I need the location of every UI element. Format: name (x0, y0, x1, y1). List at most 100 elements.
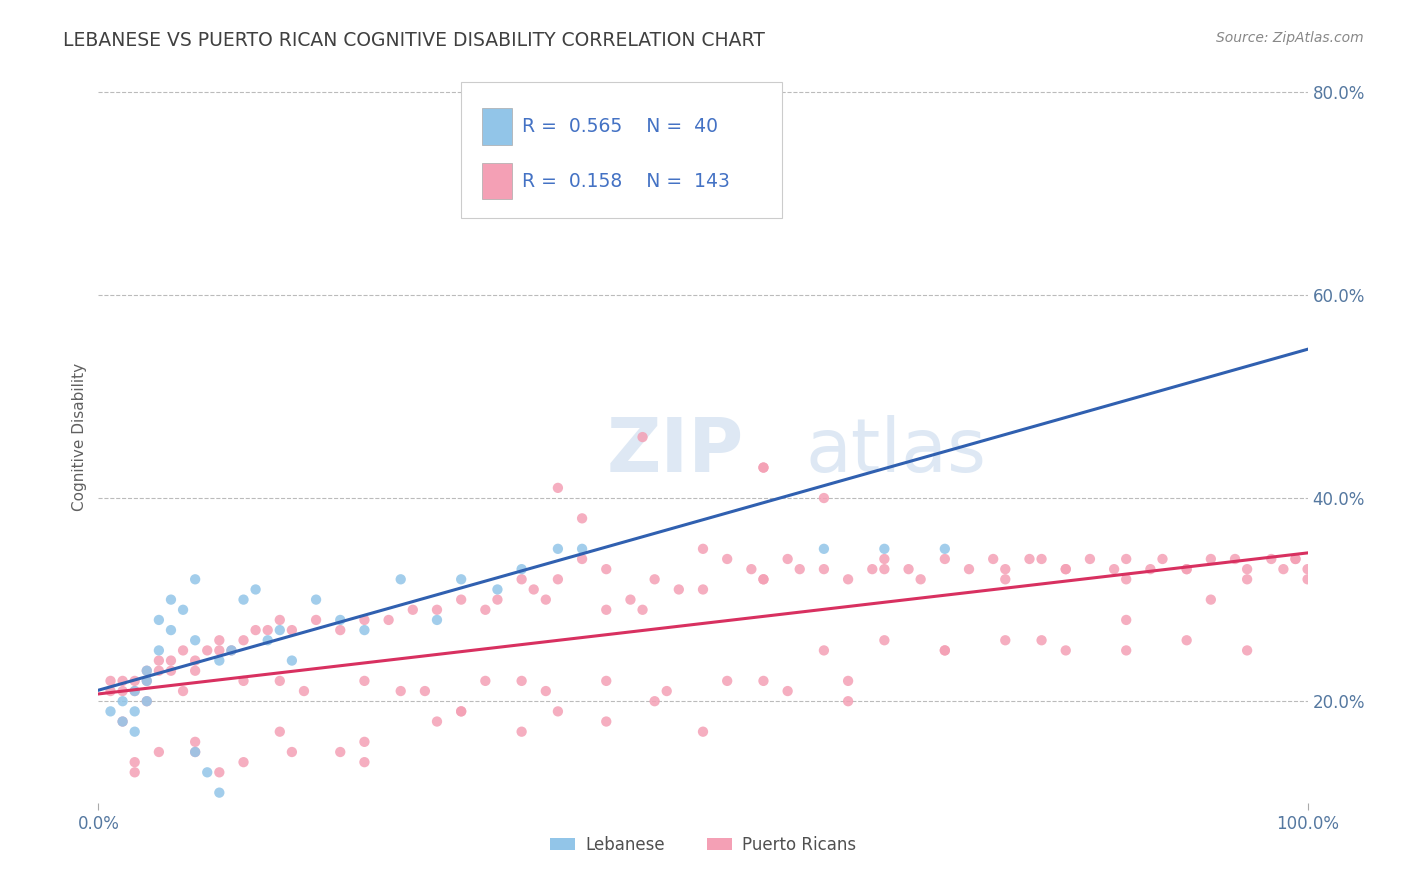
Point (305, 613, 328, 627)
Point (172, 684, 194, 698)
Point (353, 673, 375, 688)
Point (111, 694, 134, 708)
Point (377, 613, 399, 627)
Point (1223, 552, 1246, 566)
Point (1199, 552, 1222, 566)
Point (1054, 562, 1077, 576)
Point (595, 673, 617, 688)
Point (486, 582, 509, 597)
Point (1115, 613, 1137, 627)
Point (813, 541, 835, 556)
Point (172, 643, 194, 657)
Point (269, 623, 291, 637)
Point (426, 603, 449, 617)
Point (934, 552, 956, 566)
Point (160, 654, 183, 668)
Point (111, 684, 134, 698)
Point (148, 613, 170, 627)
Point (124, 684, 146, 698)
Point (981, 552, 1004, 566)
Point (1115, 643, 1137, 657)
Point (256, 633, 278, 648)
Point (135, 694, 157, 708)
Point (1115, 572, 1137, 586)
Point (789, 562, 811, 576)
Point (124, 705, 146, 719)
Point (269, 724, 291, 739)
Point (571, 511, 593, 525)
Point (510, 673, 533, 688)
Point (281, 623, 304, 637)
Point (837, 572, 859, 586)
Point (208, 786, 231, 800)
Point (135, 664, 157, 678)
Point (329, 745, 352, 759)
Point (644, 694, 666, 708)
Point (195, 643, 218, 657)
Point (716, 552, 738, 566)
Point (547, 481, 569, 495)
Point (1236, 572, 1258, 586)
Point (957, 562, 980, 576)
Y-axis label: Cognitive Disability: Cognitive Disability (72, 363, 87, 511)
Point (124, 684, 146, 698)
Point (195, 765, 218, 780)
Point (184, 572, 207, 586)
Point (595, 714, 617, 729)
Point (426, 714, 449, 729)
Point (160, 664, 183, 678)
Point (510, 572, 533, 586)
Point (184, 735, 207, 749)
Point (281, 745, 304, 759)
Point (897, 562, 920, 576)
Point (148, 664, 170, 678)
Text: ZIP: ZIP (606, 415, 744, 488)
Point (329, 623, 352, 637)
Point (644, 572, 666, 586)
Point (221, 643, 243, 657)
Point (124, 755, 146, 769)
Point (256, 623, 278, 637)
Point (111, 673, 134, 688)
Point (232, 592, 254, 607)
Point (619, 592, 641, 607)
Point (1139, 562, 1161, 576)
Point (740, 562, 762, 576)
Point (245, 582, 267, 597)
Point (752, 460, 775, 475)
Text: atlas: atlas (806, 415, 987, 488)
Point (245, 623, 267, 637)
Point (1260, 552, 1282, 566)
Point (353, 613, 375, 627)
Point (413, 684, 436, 698)
Point (752, 673, 775, 688)
Point (148, 745, 170, 759)
Point (160, 592, 183, 607)
Point (124, 765, 146, 780)
Point (692, 541, 714, 556)
Point (873, 562, 896, 576)
Point (1296, 562, 1319, 576)
Point (450, 572, 472, 586)
Point (389, 684, 412, 698)
Point (510, 562, 533, 576)
Point (135, 673, 157, 688)
Point (934, 643, 956, 657)
Point (1102, 562, 1125, 576)
Point (837, 673, 859, 688)
Point (752, 572, 775, 586)
Point (1284, 552, 1306, 566)
Text: Source: ZipAtlas.com: Source: ZipAtlas.com (1216, 31, 1364, 45)
Point (232, 633, 254, 648)
Point (595, 562, 617, 576)
Point (1031, 633, 1053, 648)
Point (934, 643, 956, 657)
Point (994, 562, 1017, 576)
Point (860, 562, 883, 576)
Point (124, 724, 146, 739)
Point (1152, 552, 1174, 566)
Point (994, 633, 1017, 648)
Point (184, 633, 207, 648)
Point (655, 684, 678, 698)
Point (329, 613, 352, 627)
